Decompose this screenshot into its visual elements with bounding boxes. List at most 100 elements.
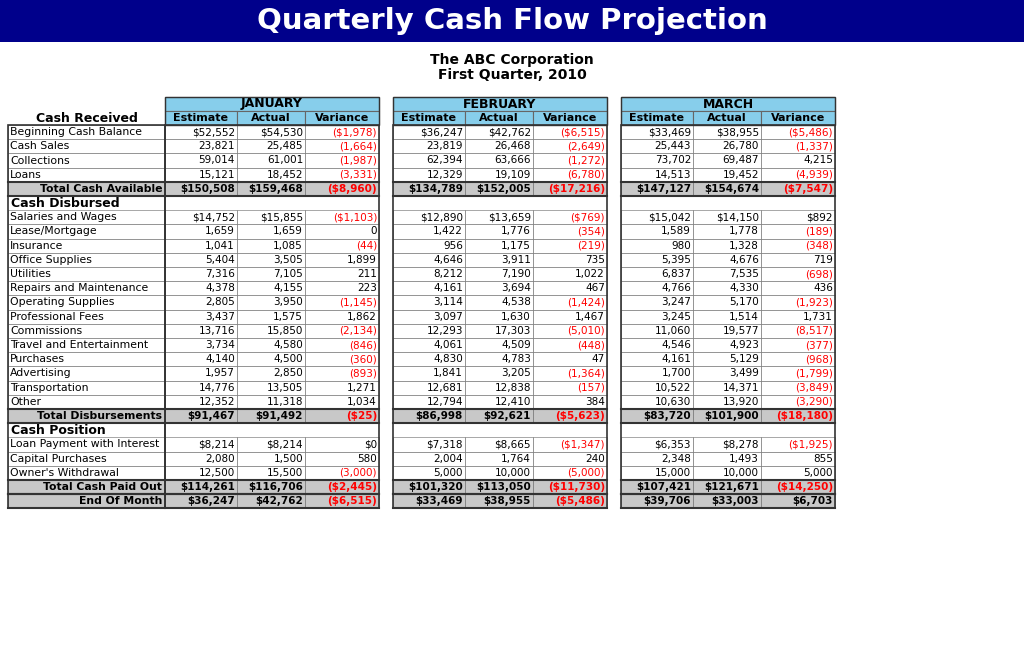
Bar bbox=[761, 253, 835, 267]
Text: $12,890: $12,890 bbox=[420, 213, 463, 222]
Text: (5,000): (5,000) bbox=[567, 468, 605, 478]
Text: $150,508: $150,508 bbox=[180, 184, 234, 194]
Bar bbox=[237, 182, 305, 196]
Bar bbox=[393, 352, 465, 367]
Text: Loans: Loans bbox=[10, 170, 42, 179]
Text: 23,821: 23,821 bbox=[199, 141, 234, 151]
Bar bbox=[165, 381, 237, 395]
Text: Purchases: Purchases bbox=[10, 354, 65, 364]
Text: $33,469: $33,469 bbox=[648, 127, 691, 137]
Text: 12,352: 12,352 bbox=[199, 397, 234, 407]
Bar bbox=[165, 97, 379, 111]
Text: Cash Disbursed: Cash Disbursed bbox=[11, 196, 120, 209]
Bar bbox=[761, 125, 835, 139]
Text: 4,830: 4,830 bbox=[433, 354, 463, 364]
Text: 18,452: 18,452 bbox=[266, 170, 303, 179]
Bar bbox=[393, 111, 465, 125]
Text: 13,920: 13,920 bbox=[723, 397, 759, 407]
Bar bbox=[8, 210, 165, 224]
Bar bbox=[237, 267, 305, 281]
Bar bbox=[305, 437, 379, 452]
Text: (157): (157) bbox=[578, 383, 605, 393]
Bar bbox=[693, 295, 761, 309]
Bar bbox=[305, 139, 379, 153]
Bar bbox=[8, 381, 165, 395]
Bar bbox=[165, 125, 379, 508]
Bar bbox=[165, 409, 237, 423]
Text: Estimate: Estimate bbox=[173, 113, 228, 123]
Bar bbox=[693, 153, 761, 168]
Text: 4,500: 4,500 bbox=[273, 354, 303, 364]
Text: $33,003: $33,003 bbox=[712, 497, 759, 506]
Bar bbox=[693, 267, 761, 281]
Bar bbox=[8, 168, 165, 182]
Bar bbox=[465, 437, 534, 452]
Bar bbox=[8, 309, 165, 324]
Text: 12,794: 12,794 bbox=[427, 397, 463, 407]
Bar bbox=[761, 338, 835, 352]
Bar bbox=[393, 125, 465, 139]
Text: Total Cash Paid Out: Total Cash Paid Out bbox=[43, 482, 162, 492]
Text: (6,780): (6,780) bbox=[567, 170, 605, 179]
Bar bbox=[237, 452, 305, 466]
Text: 1,957: 1,957 bbox=[205, 369, 234, 378]
Bar bbox=[761, 480, 835, 494]
Bar bbox=[305, 267, 379, 281]
Bar bbox=[465, 253, 534, 267]
Bar bbox=[393, 466, 465, 480]
Text: $39,706: $39,706 bbox=[643, 497, 691, 506]
Text: 19,577: 19,577 bbox=[723, 326, 759, 336]
Bar bbox=[761, 267, 835, 281]
Bar bbox=[165, 210, 237, 224]
Text: Actual: Actual bbox=[708, 113, 746, 123]
Bar bbox=[237, 253, 305, 267]
Text: 4,330: 4,330 bbox=[729, 283, 759, 293]
Bar bbox=[534, 352, 607, 367]
Bar bbox=[393, 367, 465, 381]
Bar bbox=[393, 239, 465, 253]
Text: 10,000: 10,000 bbox=[723, 468, 759, 478]
Bar bbox=[165, 437, 237, 452]
Bar bbox=[237, 139, 305, 153]
Bar bbox=[8, 224, 165, 239]
Bar bbox=[8, 466, 165, 480]
Text: 7,190: 7,190 bbox=[502, 269, 531, 279]
Text: Variance: Variance bbox=[314, 113, 369, 123]
Bar bbox=[393, 153, 465, 168]
Text: 4,676: 4,676 bbox=[729, 255, 759, 265]
Text: $92,621: $92,621 bbox=[483, 411, 531, 421]
Text: $38,955: $38,955 bbox=[716, 127, 759, 137]
Bar bbox=[761, 281, 835, 295]
Bar bbox=[534, 381, 607, 395]
Bar bbox=[165, 494, 237, 508]
Bar bbox=[305, 352, 379, 367]
Bar bbox=[393, 253, 465, 267]
Bar bbox=[237, 224, 305, 239]
Bar bbox=[534, 480, 607, 494]
Bar bbox=[621, 111, 693, 125]
Bar bbox=[165, 153, 237, 168]
Text: Estimate: Estimate bbox=[630, 113, 684, 123]
Bar bbox=[621, 168, 693, 182]
Text: $147,127: $147,127 bbox=[636, 184, 691, 194]
Bar bbox=[8, 324, 165, 338]
Bar bbox=[621, 409, 693, 423]
Bar bbox=[305, 111, 379, 125]
Text: $6,353: $6,353 bbox=[654, 439, 691, 450]
Bar bbox=[165, 466, 237, 480]
Text: 467: 467 bbox=[585, 283, 605, 293]
Text: 47: 47 bbox=[592, 354, 605, 364]
Text: 7,316: 7,316 bbox=[205, 269, 234, 279]
Text: (3,331): (3,331) bbox=[339, 170, 377, 179]
Text: Cash Position: Cash Position bbox=[11, 424, 105, 437]
Text: 23,819: 23,819 bbox=[427, 141, 463, 151]
Bar bbox=[534, 267, 607, 281]
Bar bbox=[237, 338, 305, 352]
Text: $113,050: $113,050 bbox=[476, 482, 531, 492]
Bar bbox=[165, 97, 379, 125]
Bar bbox=[465, 239, 534, 253]
Text: $8,214: $8,214 bbox=[266, 439, 303, 450]
Bar bbox=[8, 295, 165, 309]
Text: ($1,925): ($1,925) bbox=[788, 439, 833, 450]
Text: 3,205: 3,205 bbox=[502, 369, 531, 378]
